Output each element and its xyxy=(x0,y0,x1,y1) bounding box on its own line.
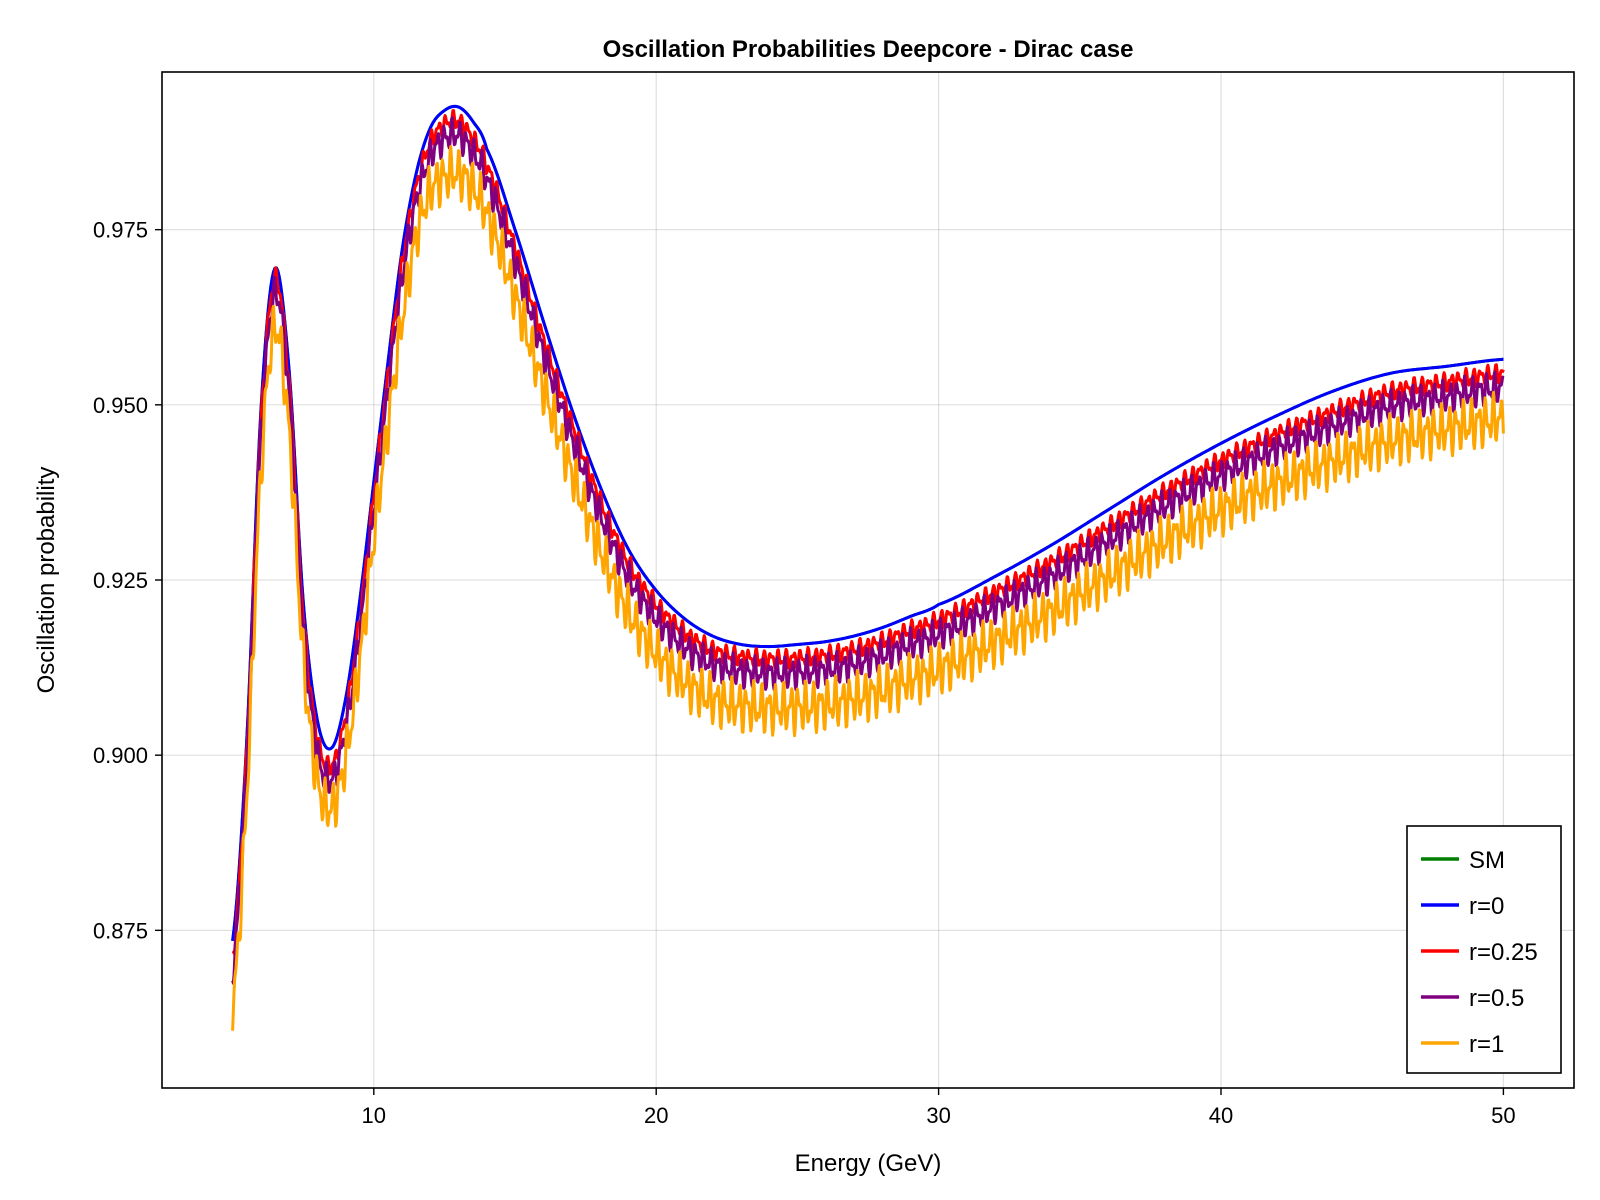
x-tick-label: 30 xyxy=(926,1103,950,1128)
y-tick-label: 0.900 xyxy=(93,743,148,768)
y-ticks: 0.875 0.900 0.925 0.950 0.975 xyxy=(93,218,162,943)
legend-label: r=0.25 xyxy=(1469,939,1538,966)
series-line-r-0-25 xyxy=(231,108,1505,955)
y-tick-label: 0.875 xyxy=(93,918,148,943)
legend: SM r=0 r=0.25 r=0.5 r=1 xyxy=(1406,825,1562,1074)
x-tick-label: 50 xyxy=(1491,1103,1515,1128)
x-tick-label: 10 xyxy=(362,1103,386,1128)
y-tick-label: 0.925 xyxy=(93,568,148,593)
y-axis-label: Oscillation probability xyxy=(33,467,60,694)
x-tick-label: 20 xyxy=(644,1103,668,1128)
x-ticks: 10 20 30 40 50 xyxy=(362,1088,1516,1128)
series-line-r-1 xyxy=(231,145,1505,1031)
series-lines xyxy=(231,104,1505,1031)
x-tick-label: 40 xyxy=(1209,1103,1233,1128)
legend-label: r=0 xyxy=(1469,893,1504,920)
chart-title: Oscillation Probabilities Deepcore - Dir… xyxy=(603,36,1134,63)
x-axis-label: Energy (GeV) xyxy=(795,1150,942,1177)
legend-label: SM xyxy=(1469,847,1505,874)
legend-label: r=0.5 xyxy=(1469,985,1524,1012)
series-line-r-0 xyxy=(231,104,1504,942)
y-tick-label: 0.975 xyxy=(93,218,148,243)
legend-label: r=1 xyxy=(1469,1031,1504,1058)
y-tick-label: 0.950 xyxy=(93,393,148,418)
series-line-r-0-5 xyxy=(231,116,1505,985)
